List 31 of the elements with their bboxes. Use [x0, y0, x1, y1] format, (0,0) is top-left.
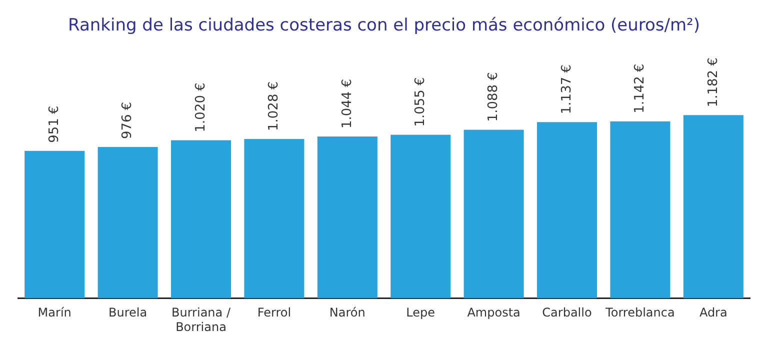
x-tick-label: Adra	[699, 306, 728, 320]
data-label: 1.028 €	[266, 81, 282, 131]
data-label: 1.055 €	[412, 77, 428, 127]
bar	[536, 122, 598, 298]
x-tick-label: Marín	[38, 306, 72, 320]
x-tick-label: Torreblanca	[604, 306, 675, 320]
bar	[244, 138, 304, 298]
x-tick-label: Burela	[108, 306, 148, 320]
bar	[683, 115, 744, 298]
bar	[170, 140, 232, 298]
x-tick-label: Amposta	[467, 306, 520, 320]
chart-title: Ranking de las ciudades costeras con el precio más económico (euros/m²)	[68, 16, 700, 36]
bar	[98, 147, 158, 298]
bar	[610, 121, 670, 298]
bar	[464, 130, 524, 298]
data-label: 1.182 €	[706, 58, 721, 108]
data-label: 1.020 €	[193, 82, 208, 132]
x-tick-label: Burriana / Borriana	[172, 306, 232, 334]
data-label: 1.137 €	[559, 64, 574, 114]
data-label: 1.044 €	[340, 78, 355, 129]
bar	[317, 136, 378, 298]
x-tick-label: Carballo	[542, 306, 592, 320]
bar	[390, 134, 451, 298]
data-label: 1.142 €	[632, 64, 648, 114]
bar	[24, 150, 85, 298]
data-label: 951 €	[46, 106, 62, 143]
x-tick-label: Lepe	[406, 306, 436, 320]
x-tick-label: Ferrol	[257, 306, 292, 320]
x-tick-label: Narón	[329, 306, 366, 320]
data-label: 976 €	[120, 102, 136, 140]
data-label: 1.088 €	[486, 72, 502, 122]
